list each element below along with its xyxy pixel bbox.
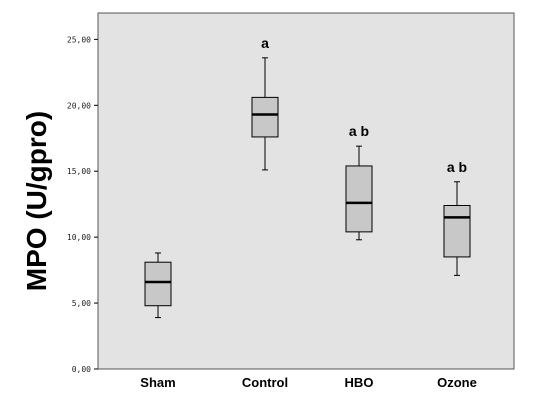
y-tick-label: 5,00 [72, 299, 91, 308]
box-iqr [443, 205, 471, 258]
y-tick-label: 0,00 [72, 365, 91, 374]
significance-label: a [261, 35, 269, 51]
x-axis-labels: Sham Control HBO Ozone [140, 375, 477, 390]
y-tick-label: 20,00 [67, 101, 91, 110]
y-tick-label: 25,00 [67, 35, 91, 44]
box-iqr [251, 96, 279, 138]
box-iqr [144, 261, 172, 307]
y-tick-label: 15,00 [67, 167, 91, 176]
box-ozone: a b [443, 159, 471, 276]
boxes-layer: a a b a b [144, 35, 471, 319]
x-tick-label: Control [242, 375, 288, 390]
y-axis: 0,00 5,00 10,00 15,00 20,00 25,00 [67, 35, 98, 374]
significance-label: a b [447, 159, 467, 175]
box-control: a [251, 35, 279, 171]
box-iqr [345, 165, 373, 233]
significance-label: a b [349, 123, 369, 139]
box-sham [144, 252, 172, 319]
y-tick-label: 10,00 [67, 233, 91, 242]
y-axis-title: MPO (U/gpro) [21, 111, 52, 291]
x-tick-label: Ozone [437, 375, 477, 390]
box-hbo: a b [345, 123, 373, 241]
x-tick-label: HBO [345, 375, 374, 390]
plot-area [97, 12, 515, 370]
x-tick-label: Sham [140, 375, 175, 390]
